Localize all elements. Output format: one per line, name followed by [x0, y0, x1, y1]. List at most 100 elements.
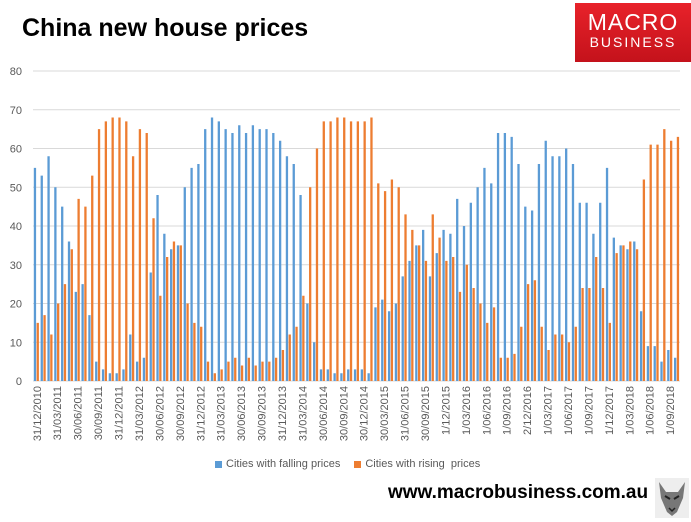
bar-falling — [476, 187, 479, 381]
bar-rising — [166, 257, 169, 381]
bar-falling — [101, 369, 105, 381]
bar-rising — [608, 322, 611, 381]
bar-falling — [340, 373, 343, 381]
bar-rising — [472, 288, 475, 381]
bar-rising — [588, 288, 591, 381]
bar-rising — [370, 117, 373, 381]
bar-falling — [633, 241, 636, 381]
bar-rising — [417, 245, 421, 381]
x-tick-label: 31/06/2015 — [400, 386, 412, 441]
bar-falling — [367, 373, 370, 381]
bar-rising — [206, 361, 210, 381]
bar-falling — [204, 129, 207, 381]
bar-rising — [540, 326, 543, 381]
bar-rising — [343, 117, 346, 381]
legend: Cities with falling prices Cities with r… — [215, 458, 480, 470]
bar-falling — [347, 369, 350, 381]
bar-rising — [574, 326, 577, 381]
bar-falling — [456, 198, 459, 381]
bar-falling — [653, 346, 656, 381]
bar-falling — [197, 164, 200, 381]
bar-falling — [415, 245, 418, 381]
bar-falling — [170, 249, 173, 381]
bar-rising — [349, 121, 353, 381]
x-tick-label: 31/12/2013 — [277, 386, 289, 441]
x-tick-label: 1/06/2018 — [645, 386, 657, 435]
bar-falling — [353, 369, 357, 381]
bar-falling — [646, 346, 650, 381]
bar-falling — [190, 167, 193, 381]
bar-falling — [333, 373, 336, 381]
bar-rising — [77, 198, 80, 381]
bar-rising — [526, 284, 530, 381]
bar-rising — [315, 148, 319, 381]
bar-falling — [619, 245, 622, 381]
bar-rising — [622, 245, 625, 381]
y-tick-label: 0 — [16, 376, 22, 388]
bar-falling — [360, 369, 364, 381]
y-tick-label: 10 — [10, 337, 22, 349]
bar-rising — [179, 245, 182, 381]
bar-rising — [642, 179, 646, 381]
bar-rising — [486, 322, 489, 381]
bar-falling — [306, 303, 309, 381]
x-tick-label: 1/09/2018 — [665, 386, 677, 435]
bar-falling — [612, 237, 615, 381]
bar-falling — [88, 315, 91, 381]
bar-rising — [200, 326, 203, 381]
bar-falling — [592, 233, 595, 381]
bar-falling — [163, 233, 166, 381]
bar-falling — [422, 229, 425, 381]
x-tick-label: 30/09/2013 — [257, 386, 269, 441]
bar-falling — [33, 167, 37, 381]
bar-rising — [424, 260, 428, 381]
bar-rising — [213, 373, 216, 381]
bar-rising — [438, 237, 441, 381]
chart-title: China new house prices — [22, 14, 309, 42]
bar-rising — [465, 264, 468, 381]
bar-falling — [565, 148, 568, 381]
bar-rising — [479, 303, 482, 381]
bar-falling — [401, 276, 404, 381]
bar-falling — [639, 311, 643, 381]
x-tick-label: 1/12/2015 — [440, 386, 452, 435]
legend-item-falling: Cities with falling prices — [215, 458, 340, 470]
bar-rising — [336, 117, 339, 381]
bar-falling — [578, 202, 581, 381]
bar-rising — [411, 229, 414, 381]
bar-falling — [292, 164, 295, 381]
bar-rising — [595, 257, 598, 381]
bar-rising — [118, 117, 121, 381]
bar-rising — [159, 295, 162, 381]
x-tick-label: 31/03/2011 — [52, 386, 64, 440]
x-tick-label: 30/09/2015 — [420, 386, 432, 441]
bar-falling — [408, 260, 411, 381]
bar-rising — [676, 136, 680, 381]
bar-falling — [142, 357, 146, 381]
macrobusiness-logo: MACRO BUSINESS — [575, 3, 691, 62]
bar-rising — [377, 183, 380, 381]
bar-falling — [122, 369, 125, 381]
bar-falling — [299, 195, 302, 381]
x-tick-label: 1/06/2017 — [563, 386, 575, 435]
bar-falling — [67, 241, 71, 381]
bar-falling — [626, 249, 629, 381]
bar-rising — [131, 156, 135, 381]
bar-rising — [513, 353, 516, 381]
bar-rising — [145, 133, 148, 381]
bar-falling — [571, 164, 575, 381]
bar-rising — [383, 191, 387, 381]
bar-rising — [63, 284, 67, 381]
bar-falling — [673, 357, 677, 381]
bar-falling — [490, 183, 493, 381]
bar-rising — [138, 129, 142, 381]
logo-line1: MACRO — [587, 9, 679, 35]
bar-falling — [374, 307, 377, 381]
bar-rising — [635, 249, 639, 381]
x-tick-label: 1/03/2017 — [543, 386, 555, 435]
bar-falling — [667, 350, 670, 381]
x-tick-label: 1/06/2016 — [481, 386, 493, 435]
bar-falling — [442, 229, 445, 381]
bar-rising — [84, 206, 87, 381]
bar-falling — [483, 167, 486, 381]
